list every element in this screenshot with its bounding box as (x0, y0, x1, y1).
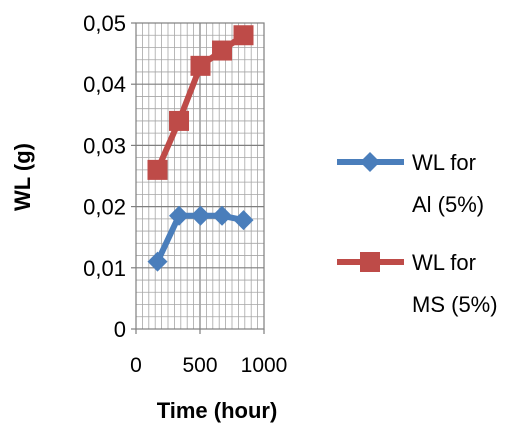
y-tick-label: 0,02 (83, 195, 126, 220)
legend-label: WL for (412, 150, 476, 175)
data-point-1 (190, 205, 211, 226)
x-axis-title: Time (hour) (157, 398, 278, 423)
legend-marker-2 (360, 252, 380, 272)
data-point-2 (147, 159, 168, 180)
data-point-2 (190, 55, 211, 76)
legend-label: WL for (412, 250, 476, 275)
data-point-1 (233, 210, 254, 231)
data-point-2 (233, 25, 254, 46)
data-point-1 (147, 251, 168, 272)
axes (131, 22, 265, 334)
x-tick-label: 1000 (241, 354, 288, 377)
x-tick-label: 0 (130, 354, 142, 377)
y-tick-label: 0 (114, 317, 126, 342)
legend: WL for Al (5%) WL for MS (5%) (337, 150, 498, 317)
y-tick-label: 0,01 (83, 256, 126, 281)
series-group (147, 25, 254, 272)
legend-marker-1 (360, 152, 380, 172)
data-point-2 (169, 110, 190, 131)
data-point-1 (169, 205, 190, 226)
y-axis-title: WL (g) (10, 143, 35, 211)
legend-label: Al (5%) (412, 192, 484, 217)
y-tick-label: 0,03 (83, 133, 126, 158)
y-tick-label: 0,04 (83, 72, 126, 97)
data-point-2 (212, 40, 233, 61)
legend-label: MS (5%) (412, 292, 498, 317)
tick-labels: 0 0,01 0,02 0,03 0,04 0,05 0 500 1000 (83, 11, 287, 377)
x-tick-label: 500 (182, 354, 217, 377)
y-tick-label: 0,05 (83, 11, 126, 36)
data-point-1 (212, 205, 233, 226)
